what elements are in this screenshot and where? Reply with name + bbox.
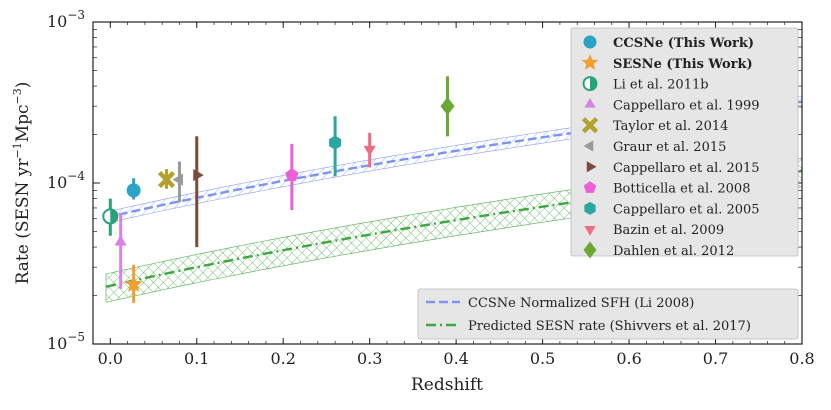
legend-label-ccsne-this-work: CCSNe (This Work) [613,36,754,51]
x-tick-label: 0.8 [789,349,814,368]
curves-legend: CCSNe Normalized SFH (Li 2008) Predicted … [417,288,799,340]
x-tick-label: 0.2 [270,349,295,368]
legend-marker-taylor-et-al-2014 [581,117,599,134]
y-tick-label: 10−5 [47,330,85,353]
point-taylor-et-al-2014 [157,170,176,189]
y-tick-label: 10−3 [47,8,85,31]
legend-label-ccsne-sfh: CCSNe Normalized SFH (Li 2008) [468,296,694,311]
legend-label-cappellaro-et-al-2005: Cappellaro et al. 2005 [613,202,760,217]
y-axis-label-end: ) [13,82,33,89]
legend-marker-dahlen-et-al-2012 [583,241,597,259]
legend-label-botticella-et-al-2008: Botticella et al. 2008 [613,182,750,197]
point-li-et-al-2011b [102,208,119,225]
x-axis-label: Redshift [411,375,483,395]
x-tick-label: 0.5 [530,349,555,368]
legend-marker-taylor-et-al-2014-b [581,117,599,134]
x-tick-label: 0.6 [616,349,641,368]
legend-label-graur-et-al-2015: Graur et al. 2015 [613,140,726,155]
legend-marker-graur-et-al-2015 [583,140,594,152]
points-legend: CCSNe (This Work) SESNe (This Work) Li et … [570,27,799,259]
point-cappellaro-et-al-2015 [193,169,204,182]
x-tick-label: 0.7 [703,349,728,368]
legend-marker-bazin-et-al-2009 [584,225,596,236]
legend-label-sesn-rate: Predicted SESN rate (Shivvers et al. 201… [468,319,751,334]
y-axis-label: Rate (SESN yr−1Mpc−3) [11,82,33,285]
point-botticella-et-al-2008 [285,168,299,181]
point-sesne-this-work [124,274,143,292]
y-axis-label-mid: Mpc [13,104,33,142]
point-bazin-et-al-2009 [363,145,376,157]
legend-label-dahlen-et-al-2012: Dahlen et al. 2012 [613,244,734,259]
point-graur-et-al-2015 [172,173,183,186]
legend-label-bazin-et-al-2009: Bazin et al. 2009 [613,223,724,238]
legend-marker-sesne-this-work [581,54,599,70]
point-cappellaro-et-al-1999 [114,235,127,246]
legend-label-li-et-al-2011b: Li et al. 2011b [613,78,709,93]
y-axis-label-sup2: −3 [11,88,24,104]
x-tick-label: 0.3 [357,349,382,368]
legend-marker-cappellaro-et-al-1999 [584,97,596,108]
legend-marker-li-et-al-2011b-half [590,77,597,91]
legend-marker-botticella-et-al-2008 [583,181,597,193]
point-ccsne-this-work [126,183,141,198]
point-taylor-et-al-2014-b [157,170,176,189]
points-legend-box [570,27,799,257]
x-tick-label: 0.1 [184,349,209,368]
legend-label-cappellaro-et-al-1999: Cappellaro et al. 1999 [613,98,760,113]
x-tick-label: 0.0 [98,349,123,368]
point-li-et-al-2011b-half [110,209,118,224]
curves-legend-box [417,288,799,340]
y-axis-label-sup1: −1 [11,142,24,158]
legend-label-taylor-et-al-2014: Taylor et al. 2014 [613,119,728,134]
point-dahlen-et-al-2012 [440,97,455,116]
legend-marker-cappellaro-et-al-2005 [584,201,596,215]
legend-marker-li-et-al-2011b [582,76,598,92]
legend-marker-cappellaro-et-al-2015 [586,161,597,173]
y-tick-label: 10−4 [47,169,85,192]
y-axis-label-main: Rate (SESN yr [13,158,33,285]
legend-marker-ccsne-this-work [583,35,597,49]
legend-label-cappellaro-et-al-2015: Cappellaro et al. 2015 [613,161,760,176]
point-cappellaro-et-al-2005 [329,135,342,150]
legend-label-sesne-this-work: SESNe (This Work) [613,57,753,72]
x-tick-label: 0.4 [443,349,468,368]
